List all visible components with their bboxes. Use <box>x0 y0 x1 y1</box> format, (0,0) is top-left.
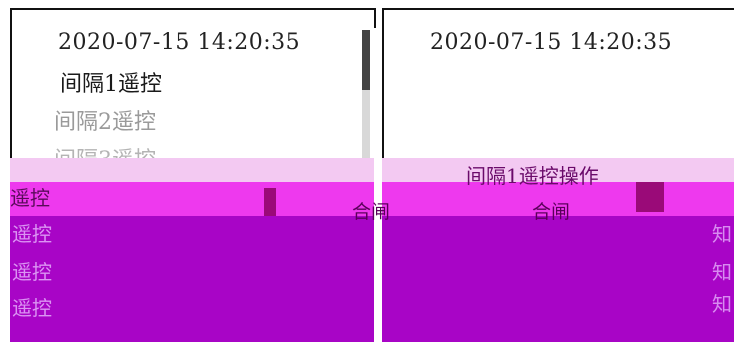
transition-band-purple <box>10 216 734 342</box>
transition-band-pink <box>10 182 734 218</box>
menu-item-bay1-remote-control[interactable]: 间隔1遥控 <box>60 72 162 97</box>
operation-title: 间隔1遥控操作 <box>466 164 599 188</box>
selection-marker-left <box>264 188 276 216</box>
side-glyph-2: 知 <box>712 260 732 284</box>
menu-item-remote-control-highlighted[interactable]: 遥控 <box>10 186 50 210</box>
datetime-display-right: 2020-07-15 14:20:35 <box>430 30 673 55</box>
side-glyph-1: 知 <box>712 222 732 246</box>
ghost-row-2: 遥控 <box>12 260 52 284</box>
menu-item-bay2-remote-control[interactable]: 间隔2遥控 <box>54 110 156 135</box>
datetime-display: 2020-07-15 14:20:35 <box>58 30 301 55</box>
close-breaker-label-right[interactable]: 合闸 <box>532 201 571 223</box>
side-glyph-3: 知 <box>712 292 732 316</box>
close-breaker-label-left[interactable]: 合闸 <box>352 201 391 223</box>
ghost-row-3: 遥控 <box>12 296 52 320</box>
menu-scrollbar-thumb[interactable] <box>362 30 370 90</box>
selection-marker-right <box>636 182 664 212</box>
menu-scrollbar-track[interactable] <box>362 30 370 170</box>
panel-divider <box>374 150 382 342</box>
transition-band-light <box>10 158 734 184</box>
ghost-row-1: 遥控 <box>12 222 52 246</box>
